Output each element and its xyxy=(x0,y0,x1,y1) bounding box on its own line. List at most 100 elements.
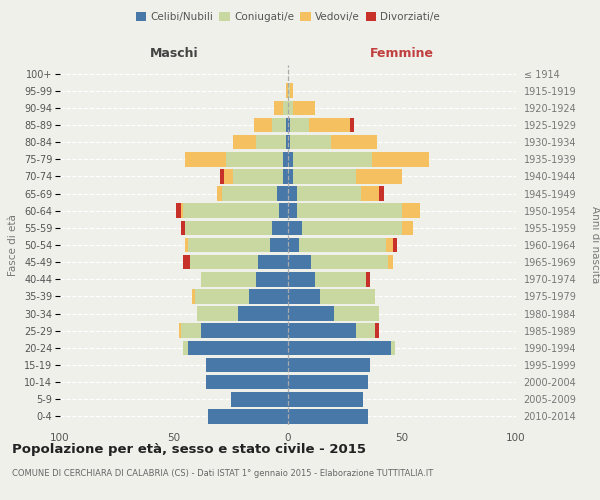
Bar xyxy=(290,135,331,150)
Bar xyxy=(402,220,413,235)
Bar xyxy=(224,169,233,184)
Bar xyxy=(393,238,397,252)
Bar xyxy=(272,220,288,235)
Bar xyxy=(402,204,420,218)
Bar xyxy=(331,135,377,150)
Bar xyxy=(259,255,288,270)
Text: Femmine: Femmine xyxy=(370,47,434,60)
Bar xyxy=(316,272,365,286)
Bar xyxy=(290,118,308,132)
Bar xyxy=(293,169,356,184)
Bar xyxy=(231,392,288,406)
Bar xyxy=(288,238,299,252)
Bar xyxy=(277,186,288,201)
Bar xyxy=(361,186,379,201)
Bar xyxy=(288,84,290,98)
Bar xyxy=(288,255,311,270)
Bar xyxy=(299,238,386,252)
Bar xyxy=(185,152,226,166)
Bar xyxy=(254,118,272,132)
Bar xyxy=(179,324,181,338)
Bar xyxy=(197,306,238,321)
Bar xyxy=(293,152,373,166)
Bar xyxy=(222,186,277,201)
Bar xyxy=(272,118,286,132)
Bar xyxy=(288,392,363,406)
Bar xyxy=(288,272,316,286)
Bar xyxy=(391,340,395,355)
Bar xyxy=(374,324,379,338)
Bar xyxy=(202,324,288,338)
Bar xyxy=(208,409,288,424)
Bar xyxy=(185,238,188,252)
Bar xyxy=(386,238,393,252)
Text: COMUNE DI CERCHIARA DI CALABRIA (CS) - Dati ISTAT 1° gennaio 2015 - Elaborazione: COMUNE DI CERCHIARA DI CALABRIA (CS) - D… xyxy=(12,469,433,478)
Bar xyxy=(334,306,379,321)
Bar xyxy=(202,272,256,286)
Bar xyxy=(181,204,183,218)
Bar xyxy=(288,135,290,150)
Bar xyxy=(181,324,202,338)
Bar xyxy=(279,204,288,218)
Bar xyxy=(356,324,374,338)
Bar xyxy=(297,204,402,218)
Bar xyxy=(288,306,334,321)
Bar xyxy=(286,118,288,132)
Text: Popolazione per età, sesso e stato civile - 2015: Popolazione per età, sesso e stato civil… xyxy=(12,442,366,456)
Bar xyxy=(283,152,288,166)
Bar xyxy=(226,152,283,166)
Bar xyxy=(288,100,293,115)
Bar xyxy=(183,340,188,355)
Text: Maschi: Maschi xyxy=(149,47,199,60)
Bar xyxy=(270,238,288,252)
Bar xyxy=(290,84,293,98)
Legend: Celibi/Nubili, Coniugati/e, Vedovi/e, Divorziati/e: Celibi/Nubili, Coniugati/e, Vedovi/e, Di… xyxy=(131,8,445,26)
Bar xyxy=(217,186,222,201)
Bar xyxy=(192,289,194,304)
Bar xyxy=(320,289,374,304)
Bar xyxy=(188,340,288,355)
Bar xyxy=(288,289,320,304)
Bar xyxy=(350,118,354,132)
Y-axis label: Fasce di età: Fasce di età xyxy=(8,214,19,276)
Bar xyxy=(286,135,288,150)
Bar xyxy=(188,238,270,252)
Bar xyxy=(206,358,288,372)
Bar xyxy=(181,220,185,235)
Bar xyxy=(288,220,302,235)
Bar xyxy=(283,169,288,184)
Bar xyxy=(185,220,272,235)
Bar xyxy=(238,306,288,321)
Bar xyxy=(176,204,181,218)
Bar xyxy=(283,100,288,115)
Bar xyxy=(365,272,370,286)
Bar xyxy=(288,169,293,184)
Bar xyxy=(293,100,316,115)
Y-axis label: Anni di nascita: Anni di nascita xyxy=(590,206,600,284)
Bar xyxy=(233,169,283,184)
Bar xyxy=(206,375,288,390)
Bar xyxy=(297,186,361,201)
Bar xyxy=(302,220,402,235)
Bar xyxy=(373,152,430,166)
Bar xyxy=(190,255,259,270)
Bar xyxy=(288,409,368,424)
Bar xyxy=(388,255,393,270)
Bar xyxy=(288,375,368,390)
Bar xyxy=(220,169,224,184)
Bar xyxy=(311,255,388,270)
Bar xyxy=(286,84,288,98)
Bar xyxy=(379,186,384,201)
Bar xyxy=(288,204,297,218)
Bar xyxy=(288,152,293,166)
Bar xyxy=(356,169,402,184)
Bar xyxy=(249,289,288,304)
Bar xyxy=(183,204,279,218)
Bar xyxy=(288,324,356,338)
Bar xyxy=(308,118,350,132)
Bar xyxy=(288,186,297,201)
Bar xyxy=(233,135,256,150)
Bar xyxy=(194,289,249,304)
Bar xyxy=(288,340,391,355)
Bar xyxy=(274,100,283,115)
